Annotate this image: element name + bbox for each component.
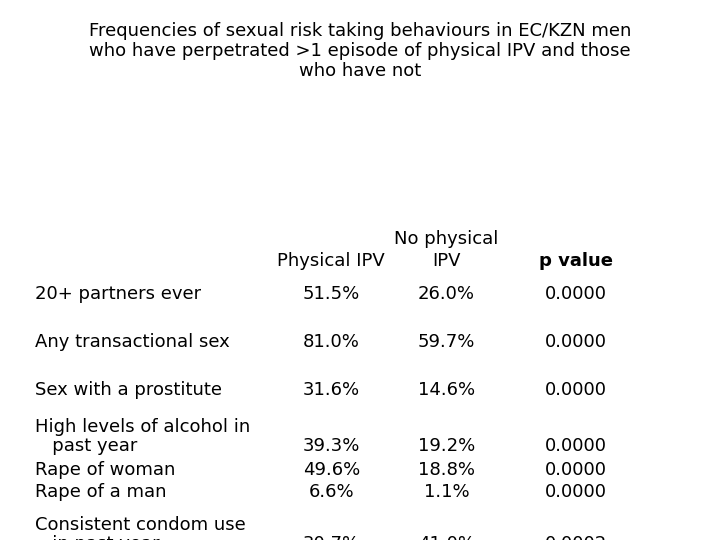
Text: 14.6%: 14.6% [418,381,475,399]
Text: 41.0%: 41.0% [418,535,475,540]
Text: 51.5%: 51.5% [302,285,360,303]
Text: 19.2%: 19.2% [418,437,475,455]
Text: in past year: in past year [35,535,160,540]
Text: 31.6%: 31.6% [302,381,360,399]
Text: past year: past year [35,437,138,455]
Text: Rape of woman: Rape of woman [35,461,176,479]
Text: 0.0002: 0.0002 [545,535,607,540]
Text: 0.0000: 0.0000 [545,483,607,501]
Text: No physical: No physical [395,230,498,248]
Text: High levels of alcohol in: High levels of alcohol in [35,418,251,436]
Text: IPV: IPV [432,252,461,270]
Text: 0.0000: 0.0000 [545,461,607,479]
Text: 0.0000: 0.0000 [545,381,607,399]
Text: Consistent condom use: Consistent condom use [35,516,246,534]
Text: 1.1%: 1.1% [423,483,469,501]
Text: 18.8%: 18.8% [418,461,475,479]
Text: 49.6%: 49.6% [302,461,360,479]
Text: Frequencies of sexual risk taking behaviours in EC/KZN men: Frequencies of sexual risk taking behavi… [89,22,631,40]
Text: 0.0000: 0.0000 [545,285,607,303]
Text: Sex with a prostitute: Sex with a prostitute [35,381,222,399]
Text: Any transactional sex: Any transactional sex [35,333,230,351]
Text: who have not: who have not [299,62,421,80]
Text: 0.0000: 0.0000 [545,437,607,455]
Text: 81.0%: 81.0% [303,333,359,351]
Text: Physical IPV: Physical IPV [277,252,385,270]
Text: 6.6%: 6.6% [308,483,354,501]
Text: 30.7%: 30.7% [302,535,360,540]
Text: p value: p value [539,252,613,270]
Text: 39.3%: 39.3% [302,437,360,455]
Text: Rape of a man: Rape of a man [35,483,166,501]
Text: 0.0000: 0.0000 [545,333,607,351]
Text: 59.7%: 59.7% [418,333,475,351]
Text: 20+ partners ever: 20+ partners ever [35,285,201,303]
Text: who have perpetrated >1 episode of physical IPV and those: who have perpetrated >1 episode of physi… [89,42,631,60]
Text: 26.0%: 26.0% [418,285,475,303]
